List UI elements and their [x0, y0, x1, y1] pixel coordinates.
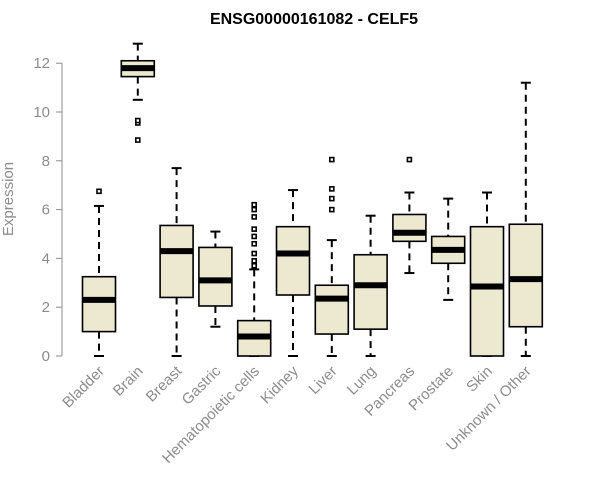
box-skin	[469, 191, 505, 357]
outlier-point	[251, 250, 257, 257]
chart-title: ENSG00000161082 - CELF5	[210, 11, 418, 28]
x-tick-label: Liver	[306, 363, 341, 398]
x-tick-label: Breast	[143, 362, 186, 405]
outlier-point	[251, 240, 257, 247]
outlier-point	[328, 206, 335, 213]
box-iqr	[353, 253, 388, 330]
box-bladder	[81, 188, 117, 357]
y-axis: 0 2 4 6 8 10 12	[33, 55, 63, 365]
box-hematopoietic-cells	[236, 201, 272, 357]
box-iqr	[198, 246, 233, 307]
y-tick-label: 4	[42, 250, 50, 267]
outlier-point	[328, 195, 335, 202]
outlier-point	[96, 188, 102, 195]
box-iqr	[159, 224, 194, 299]
y-tick-label: 6	[42, 202, 50, 219]
box-breast	[159, 167, 194, 357]
plot-area	[81, 42, 544, 357]
outlier-point	[251, 206, 257, 213]
box-prostate	[430, 197, 466, 301]
box-kidney	[275, 189, 311, 357]
outlier-point	[251, 226, 257, 232]
outlier-point	[251, 214, 257, 220]
outlier-point	[251, 233, 257, 240]
x-tick-label: Brain	[110, 363, 147, 400]
x-tick-label: Bladder	[59, 363, 108, 412]
outlier-point	[251, 201, 257, 208]
y-tick-label: 8	[42, 153, 50, 170]
y-tick-label: 10	[33, 104, 50, 121]
box-unknown-other	[508, 81, 544, 357]
outlier-point	[406, 156, 413, 163]
box-iqr	[314, 284, 350, 335]
outlier-point	[328, 186, 335, 192]
x-tick-label: Kidney	[257, 362, 302, 407]
box-lung	[353, 214, 388, 357]
outlier-point	[251, 262, 257, 269]
y-tick-label: 12	[33, 55, 50, 72]
box-iqr	[508, 223, 544, 328]
x-tick-label: Skin	[463, 363, 496, 396]
box-liver	[314, 156, 350, 357]
outlier-point	[135, 117, 141, 124]
y-tick-label: 2	[42, 299, 50, 316]
y-axis-label: Expression	[0, 162, 17, 236]
box-iqr	[392, 213, 427, 243]
outlier-point	[328, 156, 335, 163]
box-iqr	[469, 225, 505, 357]
box-brain	[120, 42, 156, 143]
box-gastric	[198, 230, 233, 328]
x-tick-label: Lung	[344, 363, 380, 399]
box-iqr	[81, 275, 117, 333]
outlier-point	[135, 137, 141, 143]
box-pancreas	[392, 156, 427, 275]
outlier-point	[251, 258, 257, 264]
y-tick-label: 0	[42, 348, 50, 365]
box-iqr	[275, 225, 311, 296]
